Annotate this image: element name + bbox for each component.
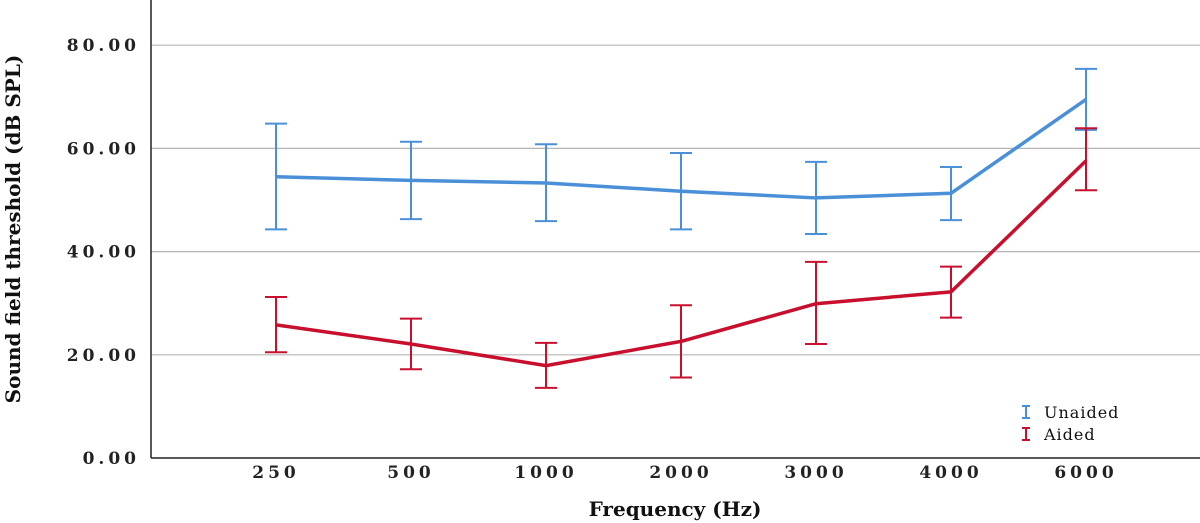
legend-item: Aided (1022, 425, 1096, 444)
x-tick-label: 6000 (1054, 463, 1117, 483)
error-bar (805, 160, 827, 236)
legend: Unaided Aided (1022, 403, 1119, 444)
y-tick-label: 0.00 (83, 449, 140, 469)
x-tick-label: 250 (252, 463, 300, 483)
legend-label: Aided (1043, 425, 1096, 444)
series-aided (265, 127, 1097, 389)
error-bar (265, 296, 287, 354)
y-tick-label: 40.00 (67, 243, 140, 263)
y-tick-label: 80.00 (67, 36, 140, 56)
axes (150, 0, 1200, 459)
x-tick-labels: 250 500 1000 2000 3000 4000 6000 (252, 463, 1117, 483)
x-tick-label: 1000 (514, 463, 577, 483)
error-bar (265, 122, 287, 231)
legend-item: Unaided (1022, 403, 1119, 422)
x-tick-label: 500 (387, 463, 435, 483)
error-bar (670, 152, 692, 231)
x-tick-label: 4000 (919, 463, 982, 483)
y-tick-label: 60.00 (67, 139, 140, 159)
x-axis-title: Frequency (Hz) (589, 497, 762, 521)
legend-label: Unaided (1044, 403, 1119, 422)
x-tick-label: 3000 (784, 463, 847, 483)
error-bar (400, 317, 422, 371)
error-bar (1075, 127, 1097, 192)
y-tick-label: 20.00 (67, 346, 140, 366)
error-bar (535, 341, 557, 389)
error-bar (1075, 67, 1097, 131)
gridlines (151, 44, 1200, 356)
error-bar (805, 260, 827, 345)
y-tick-labels: 0.00 20.00 40.00 60.00 80.00 (67, 36, 140, 469)
error-bar (670, 304, 692, 379)
series (265, 67, 1097, 389)
error-bar (940, 165, 962, 222)
series-unaided (265, 67, 1097, 236)
error-bar (535, 143, 557, 223)
error-bar (940, 265, 962, 319)
y-axis-title: Sound field threshold (dB SPL) (1, 55, 25, 404)
x-tick-label: 2000 (649, 463, 712, 483)
error-bar (400, 140, 422, 221)
